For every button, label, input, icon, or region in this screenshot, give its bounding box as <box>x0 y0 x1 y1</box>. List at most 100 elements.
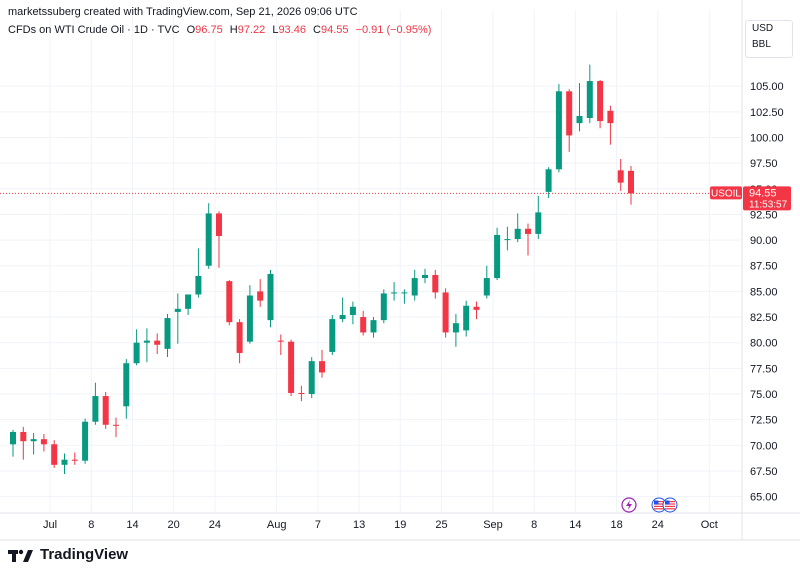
candle <box>288 339 295 397</box>
candle <box>71 452 78 465</box>
candle-body <box>174 308 181 312</box>
flag-stripe <box>665 508 675 510</box>
candle <box>102 391 109 429</box>
candle <box>319 349 325 378</box>
candle-body <box>195 276 202 295</box>
flag-stripe <box>654 505 664 507</box>
candle-body <box>525 228 531 234</box>
candle-body <box>236 322 243 353</box>
candle <box>360 310 367 336</box>
symbol-legend: CFDs on WTI Crude Oil · 1D · TVC O96.75 … <box>8 24 431 36</box>
open-label: O <box>186 24 196 36</box>
candle <box>401 289 408 304</box>
candle-body <box>133 342 140 364</box>
flag-stripe <box>665 501 675 503</box>
candle-body <box>123 363 130 407</box>
candle <box>298 385 305 402</box>
time-axis: Jul 8 14 20 24 Aug 7 13 19 25 Sep 8 14 18 24 Oct <box>43 519 718 531</box>
time-tick-label: Oct <box>701 519 718 531</box>
time-tick-label: 7 <box>315 519 321 531</box>
candle-body <box>349 306 356 315</box>
candle <box>370 317 377 338</box>
candle <box>308 357 315 399</box>
time-tick-label: 20 <box>168 519 180 531</box>
candle-body <box>617 170 624 183</box>
unit-label: BBL <box>752 39 771 50</box>
high-label: H <box>229 24 238 36</box>
price-tick-label: 92.50 <box>750 209 778 221</box>
price-tick-label: 65.00 <box>750 492 778 504</box>
candle <box>607 105 614 145</box>
candle-body <box>586 81 593 118</box>
candle-body <box>411 278 418 296</box>
price-tick-label: 105.00 <box>750 81 784 93</box>
candle-body <box>566 91 573 136</box>
flag-stripe <box>654 501 664 503</box>
candle <box>164 313 171 358</box>
price-tick-label: 87.50 <box>750 261 778 273</box>
time-tick-label: 14 <box>126 519 138 531</box>
candle-body <box>143 340 150 343</box>
candles-layer <box>10 64 634 475</box>
price-tick-label: 70.00 <box>750 440 778 452</box>
candle-body <box>267 273 274 321</box>
candle-body <box>473 306 480 310</box>
candle-body <box>288 341 295 393</box>
tradingview-logo[interactable]: TradingView <box>8 546 128 563</box>
candle <box>473 301 480 320</box>
candle <box>205 203 212 269</box>
candle-body <box>205 213 212 266</box>
time-tick-label: 24 <box>209 519 221 531</box>
candle-body <box>319 361 325 373</box>
price-axis: 65.00 67.50 70.00 72.50 75.00 77.50 80.00 82.50… <box>750 81 784 503</box>
symbol-title[interactable]: CFDs on WTI Crude Oil · 1D · TVC <box>8 24 180 36</box>
candle <box>586 64 593 124</box>
candle-body <box>442 292 449 333</box>
candle <box>92 382 99 425</box>
candle-body <box>216 213 222 236</box>
lightning-event-icon[interactable] <box>621 497 637 513</box>
currency-unit-selector[interactable]: USD BBL <box>745 20 793 58</box>
candle <box>380 289 387 324</box>
candle-body <box>545 169 552 192</box>
candle <box>195 248 202 298</box>
candle <box>535 195 542 240</box>
candle <box>411 269 418 301</box>
symbol-tag <box>710 186 742 200</box>
candle-body <box>391 292 398 294</box>
price-tick-label: 100.00 <box>750 132 784 144</box>
flag-stripe <box>665 505 675 507</box>
time-tick-label: 18 <box>610 519 622 531</box>
symbol-tag-text: USOIL <box>711 188 741 199</box>
price-tag-value: 94.55 <box>749 187 777 199</box>
candle-body <box>10 431 16 445</box>
time-tick-label: Sep <box>483 519 503 531</box>
candle-body <box>607 110 614 124</box>
candle <box>61 453 68 475</box>
time-tick-label: Aug <box>267 519 287 531</box>
price-tick-label: 90.00 <box>750 235 778 247</box>
candle <box>442 288 449 338</box>
candle-body <box>329 319 336 352</box>
candle <box>576 83 583 132</box>
candle <box>226 280 233 326</box>
candle-body <box>308 361 315 394</box>
candle-body <box>339 314 346 320</box>
candle-body <box>61 459 68 465</box>
time-tick-label: 19 <box>394 519 406 531</box>
candle <box>113 417 119 438</box>
candle <box>51 440 58 468</box>
candle-body <box>597 81 604 122</box>
us-flag-event-icon[interactable] <box>662 497 678 513</box>
candle <box>123 359 130 419</box>
candle <box>339 297 346 323</box>
flag-ring <box>662 497 678 513</box>
candle <box>349 301 356 325</box>
lightning-bolt <box>626 500 632 510</box>
price-tick-label: 75.00 <box>750 389 778 401</box>
events-row <box>621 497 678 513</box>
close-value: 94.55 <box>320 24 349 36</box>
time-tick-label: 24 <box>652 519 664 531</box>
time-tick-label: 13 <box>353 519 365 531</box>
